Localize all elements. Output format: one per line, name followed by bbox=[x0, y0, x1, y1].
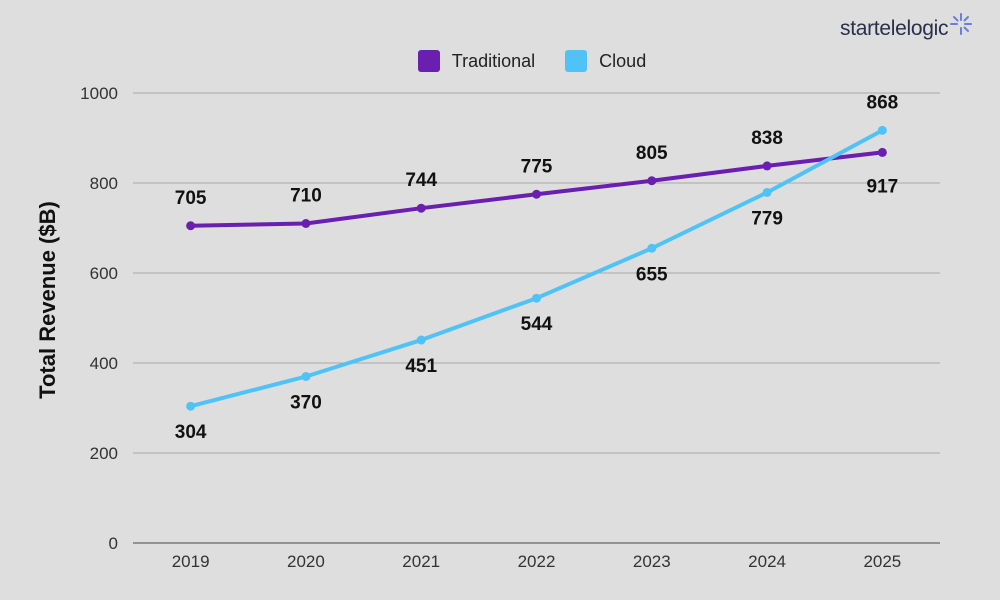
data-point-traditional bbox=[186, 221, 195, 230]
y-tick-label: 800 bbox=[90, 174, 118, 193]
data-point-traditional bbox=[417, 204, 426, 213]
line-chart: 0 200 400 600 800 1000 2019 2020 2021 2022 2023 202… bbox=[0, 0, 1000, 600]
data-label-traditional: 805 bbox=[636, 143, 668, 164]
data-label-traditional: 838 bbox=[751, 128, 783, 149]
y-tick-label: 1000 bbox=[80, 84, 118, 103]
data-point-traditional bbox=[647, 176, 656, 185]
data-point-traditional bbox=[763, 161, 772, 170]
data-label-cloud: 779 bbox=[751, 208, 783, 229]
data-point-cloud bbox=[647, 244, 656, 253]
data-point-cloud bbox=[763, 188, 772, 197]
data-label-cloud: 544 bbox=[521, 314, 553, 335]
x-tick-label: 2020 bbox=[287, 552, 325, 571]
data-label-cloud: 451 bbox=[405, 356, 437, 377]
data-point-traditional bbox=[532, 190, 541, 199]
y-tick-label: 400 bbox=[90, 354, 118, 373]
y-tick-label: 0 bbox=[109, 534, 118, 553]
y-tick-label: 200 bbox=[90, 444, 118, 463]
x-tick-label: 2019 bbox=[172, 552, 210, 571]
data-label-traditional: 775 bbox=[521, 156, 553, 177]
data-point-cloud bbox=[532, 294, 541, 303]
data-label-traditional: 744 bbox=[405, 170, 437, 191]
x-tick-label: 2025 bbox=[863, 552, 901, 571]
data-point-traditional bbox=[878, 148, 887, 157]
x-tick-label: 2024 bbox=[748, 552, 786, 571]
data-point-cloud bbox=[301, 372, 310, 381]
data-label-cloud: 370 bbox=[290, 393, 322, 414]
data-label-cloud: 917 bbox=[867, 176, 899, 197]
data-point-cloud bbox=[878, 126, 887, 135]
data-label-traditional: 710 bbox=[290, 186, 322, 207]
data-label-traditional: 705 bbox=[175, 188, 207, 209]
data-label-cloud: 655 bbox=[636, 264, 668, 285]
data-point-cloud bbox=[186, 402, 195, 411]
data-label-cloud: 304 bbox=[175, 422, 207, 443]
data-label-traditional: 868 bbox=[867, 92, 899, 113]
data-point-traditional bbox=[301, 219, 310, 228]
x-tick-label: 2023 bbox=[633, 552, 671, 571]
y-tick-label: 600 bbox=[90, 264, 118, 283]
chart-canvas: startelelogic Traditional Cloud Total Re… bbox=[0, 0, 1000, 600]
x-tick-label: 2022 bbox=[518, 552, 556, 571]
x-tick-label: 2021 bbox=[402, 552, 440, 571]
data-point-cloud bbox=[417, 336, 426, 345]
